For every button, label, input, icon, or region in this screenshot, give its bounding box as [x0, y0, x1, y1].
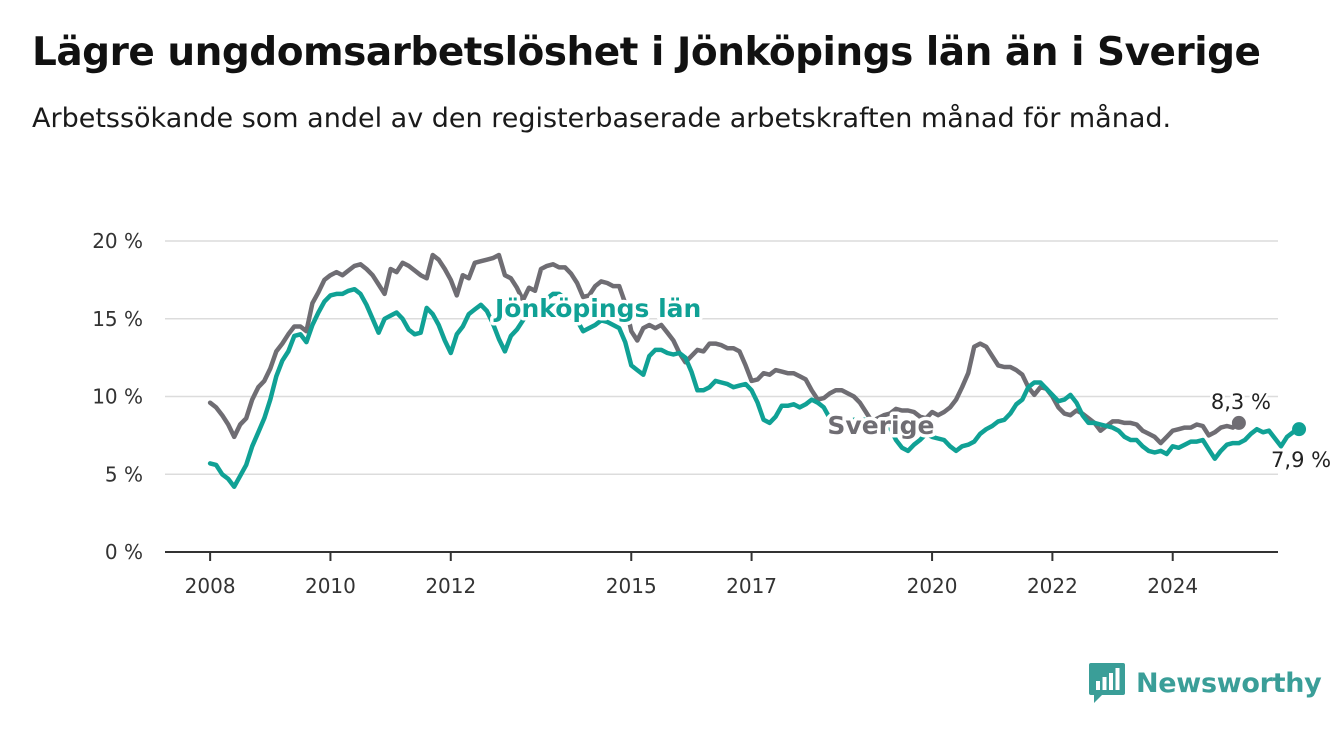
y-axis-ticks: 0 % 5 % 10 % 15 % 20 %	[92, 229, 143, 564]
x-tick-label: 2020	[907, 574, 958, 598]
y-tick-label: 20 %	[92, 229, 143, 253]
end-value-label-jonkopings-lan: 7,9 %	[1271, 448, 1331, 472]
y-tick-label: 10 %	[92, 385, 143, 409]
gridlines	[165, 240, 1278, 553]
x-tick-label: 2017	[726, 574, 777, 598]
chart-subtitle: Arbetssökande som andel av den registerb…	[32, 103, 1172, 134]
series-label-sverige: Sverige	[827, 411, 934, 440]
series-lines	[207, 252, 1307, 489]
newsworthy-brand: Newsworthy	[1088, 660, 1322, 706]
x-axis-ticks: 2008 2010 2012 2015 2017 2020 2022 2024	[185, 552, 1198, 598]
x-tick-label: 2012	[425, 574, 476, 598]
newsworthy-logo-icon	[1089, 663, 1125, 703]
x-tick-label: 2010	[305, 574, 356, 598]
chart-title: Lägre ungdomsarbetslöshet i Jönköpings l…	[32, 30, 1261, 75]
x-tick-label: 2022	[1027, 574, 1078, 598]
end-value-label-sverige: 8,3 %	[1211, 390, 1271, 414]
brand-name: Newsworthy	[1136, 667, 1322, 699]
y-tick-label: 0 %	[105, 540, 143, 564]
y-tick-label: 5 %	[105, 462, 143, 486]
x-tick-label: 2008	[185, 574, 236, 598]
series-end-point-jonkopings-lan	[1292, 422, 1307, 437]
y-tick-label: 15 %	[92, 307, 143, 331]
x-tick-label: 2024	[1147, 574, 1198, 598]
x-tick-label: 2015	[606, 574, 657, 598]
series-line-sverige	[207, 252, 1242, 446]
series-line-jonkopings-lan	[207, 286, 1302, 489]
series-labels: Sverige Jönköpings län 8,3 % 7,9 %	[489, 291, 1333, 475]
series-end-point-sverige	[1231, 415, 1246, 430]
series-label-jonkopings-lan: Jönköpings län	[493, 294, 701, 323]
